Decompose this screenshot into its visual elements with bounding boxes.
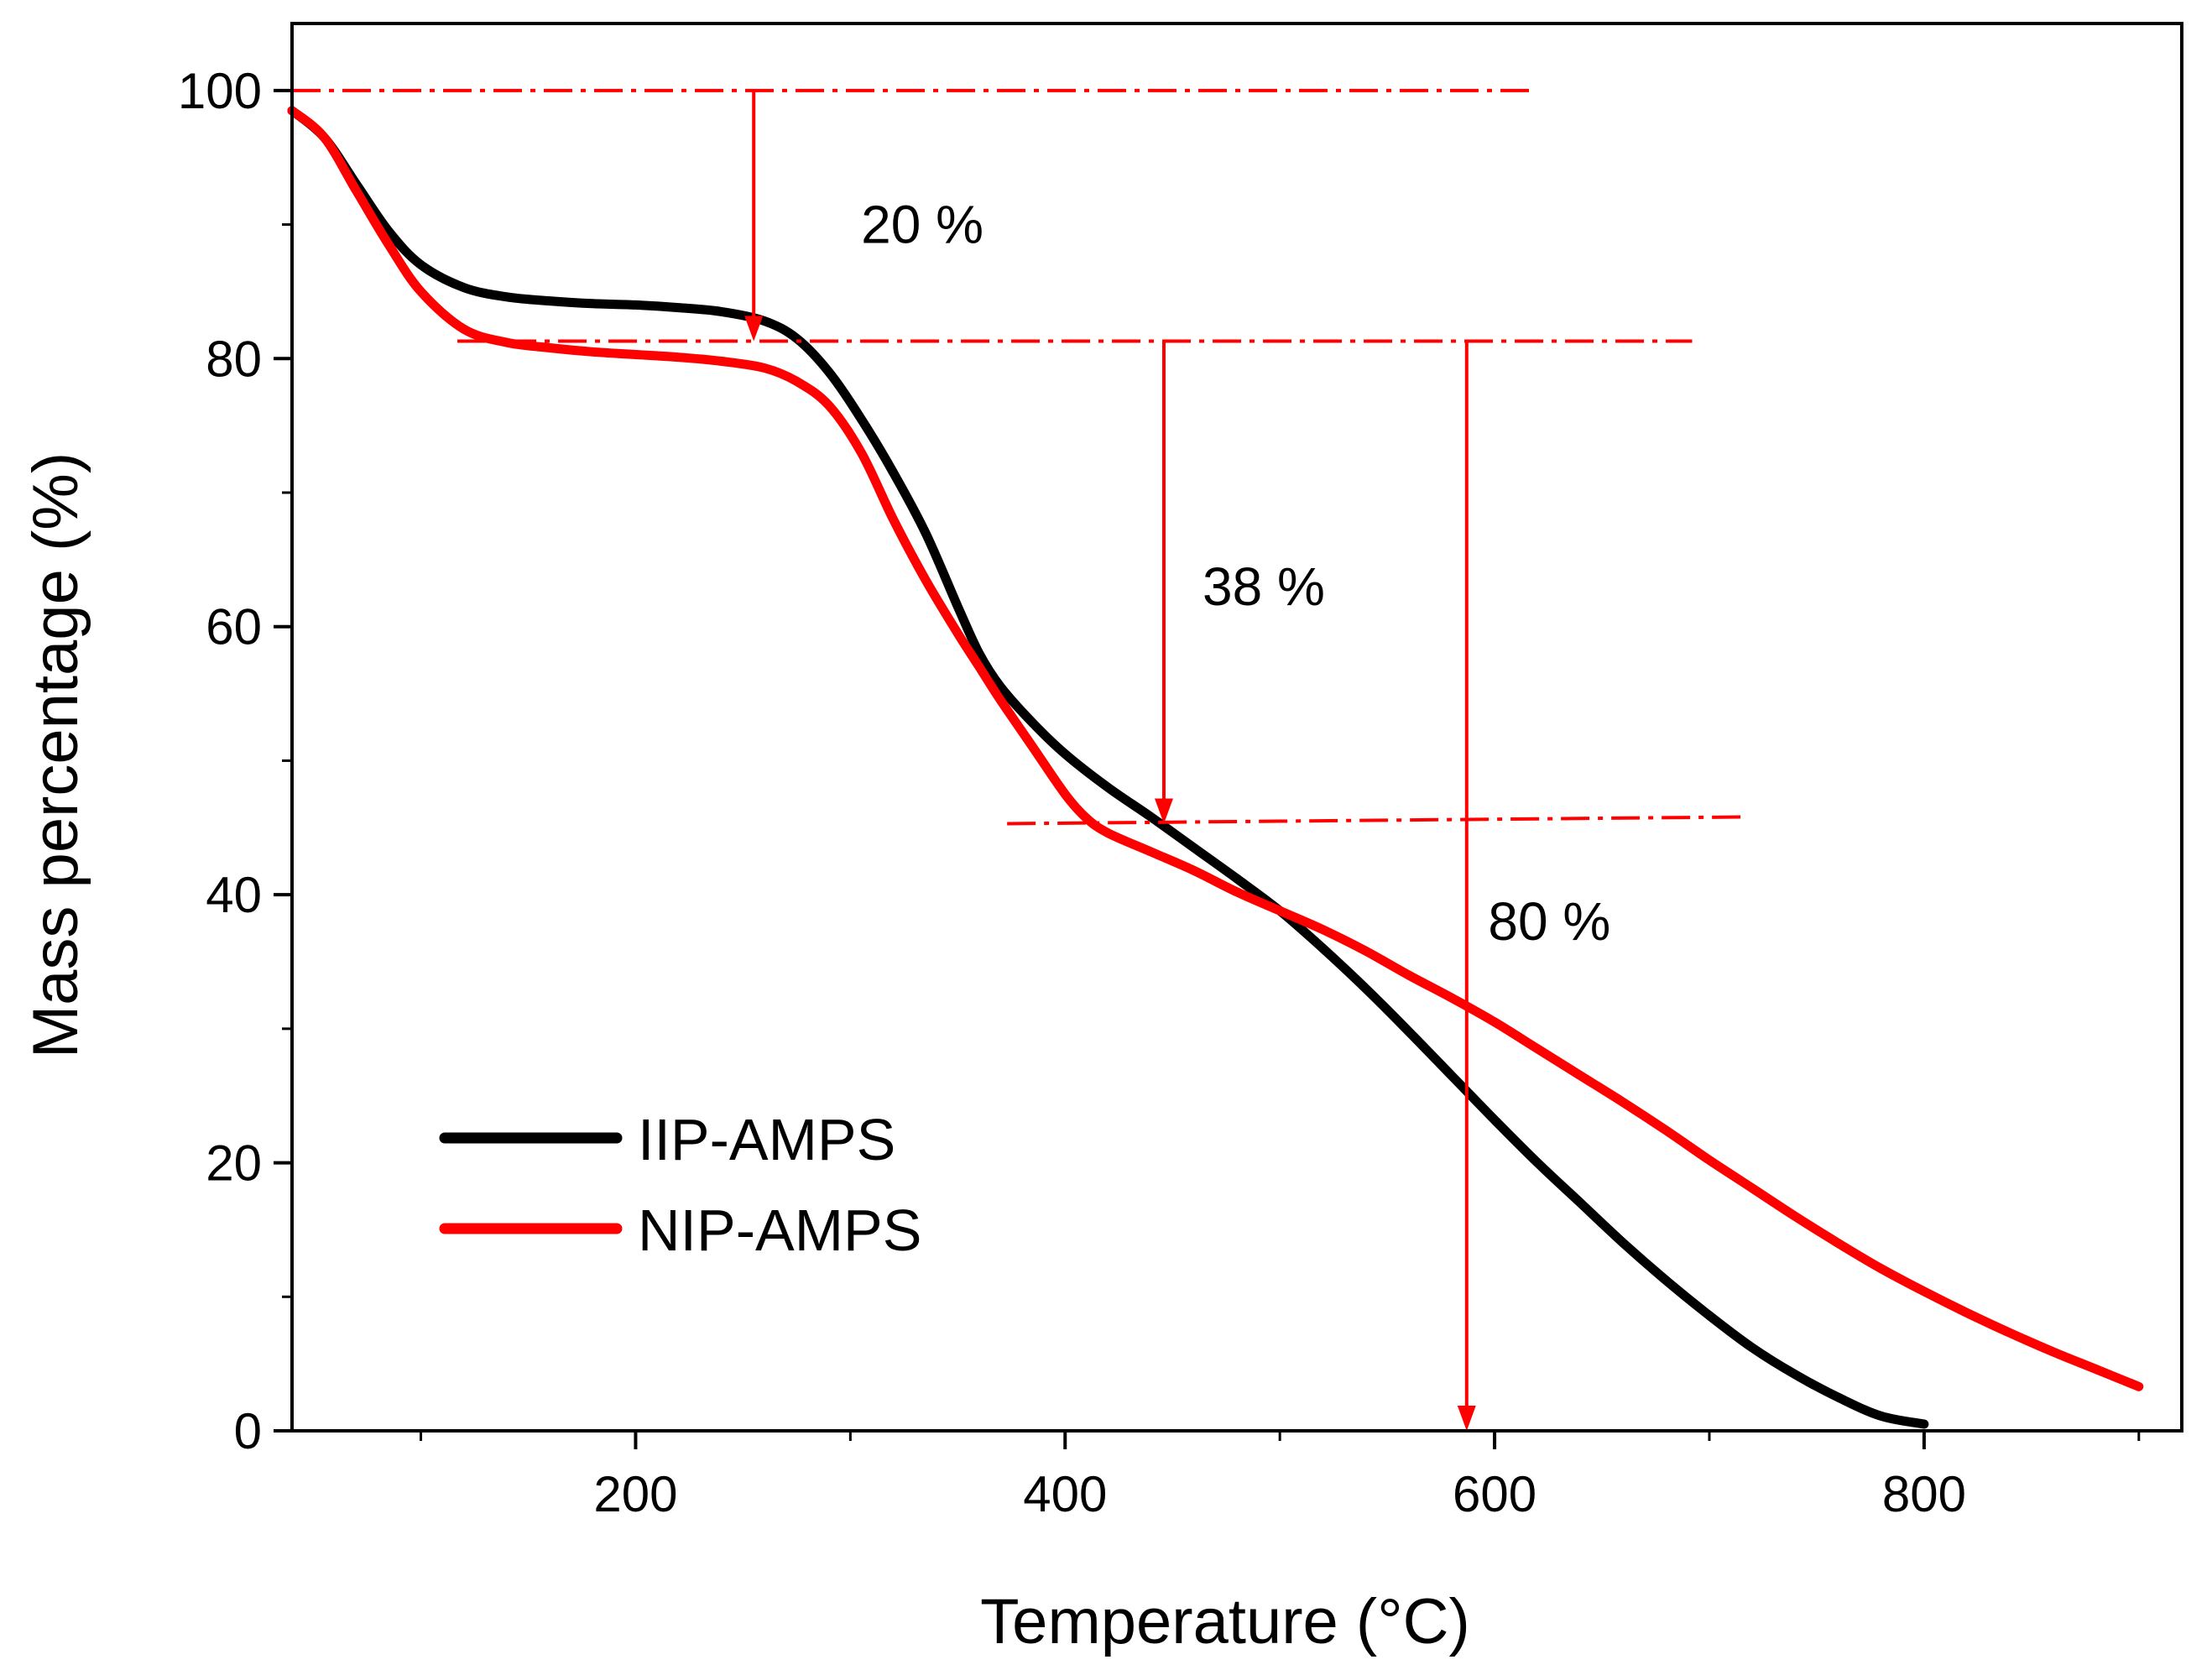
legend-label-nip-amps: NIP-AMPS [638,1198,921,1263]
y-tick-label-100: 100 [178,63,262,119]
ref-line-45 [1007,815,1742,826]
arrows-layer [744,90,1476,1431]
ticks-layer [274,88,2141,1449]
y-tick-label-0: 0 [234,1403,262,1459]
arrow-80-percent-head [1457,1406,1476,1431]
y-tick-label-80: 80 [206,331,262,387]
y-axis-title: Mass percentage (%) [20,452,91,1058]
series-line-nip-amps [287,106,2144,1391]
series-line-iip-amps [287,106,1929,1429]
x-tick-label-400: 400 [1023,1466,1107,1522]
legend: IIP-AMPS NIP-AMPS [439,1107,921,1263]
y-tick-labels: 0 20 40 60 80 100 [178,63,262,1459]
curves-layer [287,106,2144,1429]
arrow-20-percent [744,90,764,342]
x-tick-label-200: 200 [593,1466,677,1522]
arrow-20-percent-head [744,316,764,342]
annotations-layer: 20 % 38 % 80 % [861,195,1610,952]
annot-20-percent: 20 % [861,195,983,255]
arrow-38-percent [1154,341,1173,824]
x-axis-title: Temperature (°C) [980,1586,1470,1657]
reference-lines-layer [292,88,1742,826]
y-tick-label-40: 40 [206,867,262,923]
annot-80-percent: 80 % [1488,891,1610,952]
y-tick-label-20: 20 [206,1135,262,1192]
y-tick-label-60: 60 [206,599,262,655]
x-tick-label-600: 600 [1453,1466,1536,1522]
x-tick-labels: 200 400 600 800 [593,1466,1966,1522]
legend-label-iip-amps: IIP-AMPS [638,1107,895,1172]
annot-38-percent: 38 % [1203,556,1325,617]
plot-frame [290,22,2183,1433]
x-tick-label-800: 800 [1882,1466,1966,1522]
arrow-80-percent [1457,341,1476,1431]
arrow-38-percent-head [1154,798,1173,824]
